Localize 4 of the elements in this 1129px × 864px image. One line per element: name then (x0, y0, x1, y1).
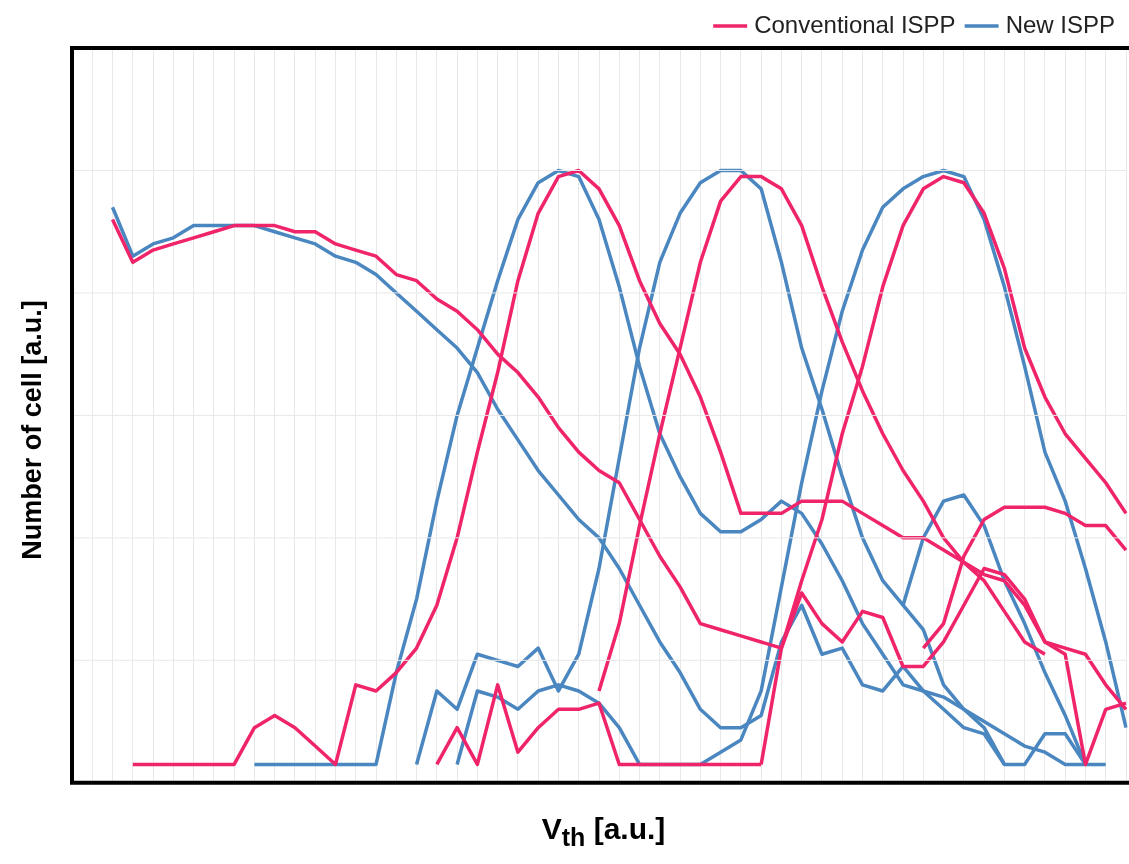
legend-label: Conventional ISPP (754, 10, 956, 38)
x-axis-title: V$_{th}$ [a.u.] (540, 812, 667, 852)
legend-label: New ISPP (1005, 10, 1115, 38)
y-axis-title: Number of cell [a.u.] (16, 300, 48, 560)
